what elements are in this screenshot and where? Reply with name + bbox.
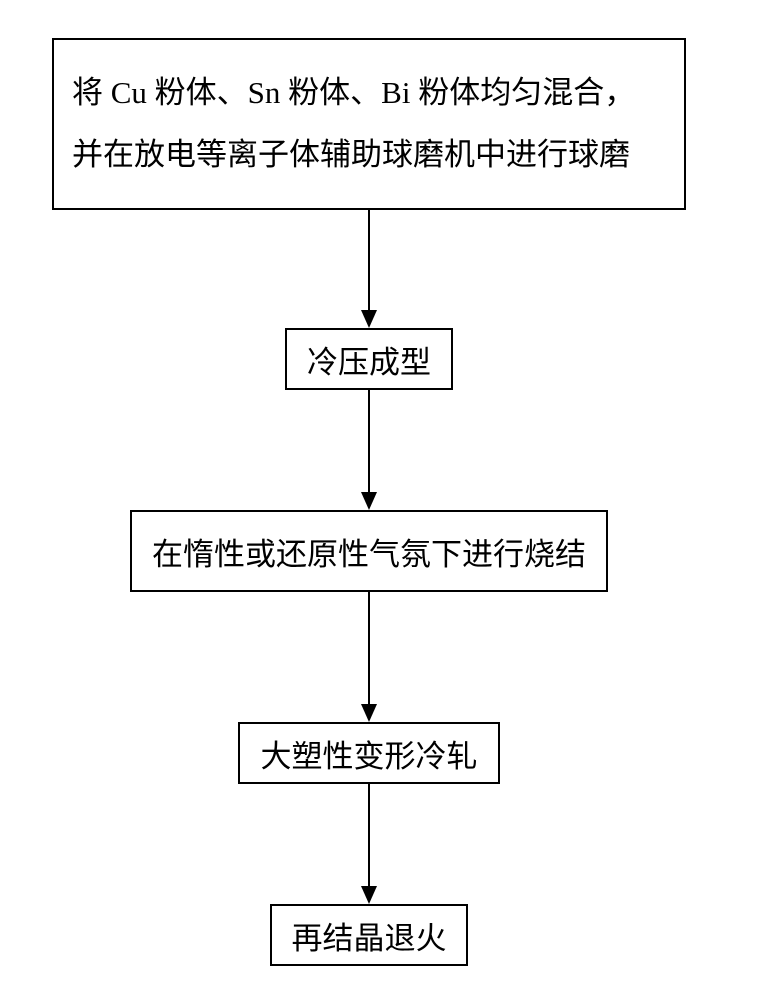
flow-step-4-text: 大塑性变形冷轧 bbox=[240, 731, 498, 776]
arrow-4 bbox=[353, 784, 385, 904]
flow-step-3: 在惰性或还原性气氛下进行烧结 bbox=[130, 510, 608, 592]
flow-step-2: 冷压成型 bbox=[285, 328, 453, 390]
flow-step-2-text: 冷压成型 bbox=[287, 337, 451, 382]
arrow-3 bbox=[353, 592, 385, 722]
flow-step-4: 大塑性变形冷轧 bbox=[238, 722, 500, 784]
arrow-1 bbox=[353, 210, 385, 328]
flow-step-5: 再结晶退火 bbox=[270, 904, 468, 966]
flow-step-3-text: 在惰性或还原性气氛下进行烧结 bbox=[132, 529, 606, 574]
arrow-2 bbox=[353, 390, 385, 510]
flow-step-5-text: 再结晶退火 bbox=[272, 913, 466, 958]
flow-step-1: 将 Cu 粉体、Sn 粉体、Bi 粉体均匀混合，并在放电等离子体辅助球磨机中进行… bbox=[52, 38, 686, 210]
flow-step-1-text: 将 Cu 粉体、Sn 粉体、Bi 粉体均匀混合，并在放电等离子体辅助球磨机中进行… bbox=[54, 62, 684, 186]
